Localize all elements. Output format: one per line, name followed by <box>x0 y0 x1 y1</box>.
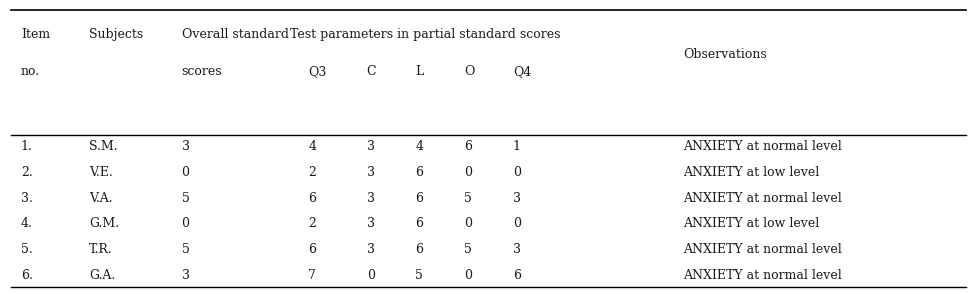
Text: 4.: 4. <box>21 217 33 230</box>
Text: ANXIETY at normal level: ANXIETY at normal level <box>683 269 842 282</box>
Text: 3: 3 <box>366 141 375 153</box>
Text: 2.: 2. <box>21 166 32 179</box>
Text: 3: 3 <box>513 243 521 256</box>
Text: 1.: 1. <box>21 141 33 153</box>
Text: C: C <box>366 66 376 78</box>
Text: Observations: Observations <box>683 48 767 61</box>
Text: ANXIETY at normal level: ANXIETY at normal level <box>683 141 842 153</box>
Text: G.A.: G.A. <box>89 269 115 282</box>
Text: 0: 0 <box>182 166 190 179</box>
Text: O: O <box>464 66 475 78</box>
Text: 0: 0 <box>366 269 375 282</box>
Text: 5: 5 <box>182 243 190 256</box>
Text: 3: 3 <box>366 243 375 256</box>
Text: 1: 1 <box>513 141 521 153</box>
Text: S.M.: S.M. <box>89 141 117 153</box>
Text: 3: 3 <box>513 192 521 205</box>
Text: 0: 0 <box>464 269 472 282</box>
Text: 6: 6 <box>513 269 521 282</box>
Text: 6: 6 <box>415 217 423 230</box>
Text: scores: scores <box>182 66 222 78</box>
Text: 3.: 3. <box>21 192 33 205</box>
Text: 2: 2 <box>309 166 317 179</box>
Text: T.R.: T.R. <box>89 243 112 256</box>
Text: 4: 4 <box>309 141 317 153</box>
Text: V.E.: V.E. <box>89 166 112 179</box>
Text: no.: no. <box>21 66 40 78</box>
Text: 0: 0 <box>513 166 521 179</box>
Text: 2: 2 <box>309 217 317 230</box>
Text: ANXIETY at low level: ANXIETY at low level <box>683 217 820 230</box>
Text: 5.: 5. <box>21 243 32 256</box>
Text: ANXIETY at low level: ANXIETY at low level <box>683 166 820 179</box>
Text: 5: 5 <box>464 243 472 256</box>
Text: Q4: Q4 <box>513 66 531 78</box>
Text: Q3: Q3 <box>309 66 326 78</box>
Text: 6: 6 <box>309 192 317 205</box>
Text: ANXIETY at normal level: ANXIETY at normal level <box>683 243 842 256</box>
Text: 3: 3 <box>182 269 190 282</box>
Text: 6: 6 <box>415 192 423 205</box>
Text: 6: 6 <box>309 243 317 256</box>
Text: 0: 0 <box>464 217 472 230</box>
Text: 3: 3 <box>366 217 375 230</box>
Text: 6: 6 <box>464 141 472 153</box>
Text: L: L <box>415 66 424 78</box>
Text: Subjects: Subjects <box>89 28 144 41</box>
Text: 3: 3 <box>366 192 375 205</box>
Text: Test parameters in partial standard scores: Test parameters in partial standard scor… <box>290 28 561 41</box>
Text: V.A.: V.A. <box>89 192 112 205</box>
Text: 5: 5 <box>464 192 472 205</box>
Text: 6: 6 <box>415 166 423 179</box>
Text: 5: 5 <box>415 269 423 282</box>
Text: 0: 0 <box>182 217 190 230</box>
Text: 0: 0 <box>464 166 472 179</box>
Text: 5: 5 <box>182 192 190 205</box>
Text: 6: 6 <box>415 243 423 256</box>
Text: Item: Item <box>21 28 50 41</box>
Text: 4: 4 <box>415 141 423 153</box>
Text: 6.: 6. <box>21 269 33 282</box>
Text: 0: 0 <box>513 217 521 230</box>
Text: ANXIETY at normal level: ANXIETY at normal level <box>683 192 842 205</box>
Text: G.M.: G.M. <box>89 217 119 230</box>
Text: 3: 3 <box>366 166 375 179</box>
Text: Overall standard: Overall standard <box>182 28 288 41</box>
Text: 3: 3 <box>182 141 190 153</box>
Text: 7: 7 <box>309 269 317 282</box>
